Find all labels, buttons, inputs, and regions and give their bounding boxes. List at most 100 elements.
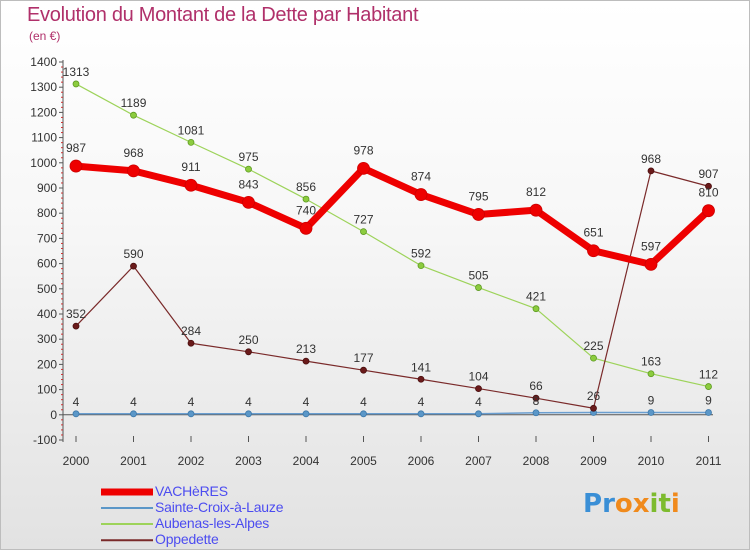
point-oppedette: [475, 385, 482, 392]
y-minor-tick: [61, 207, 63, 209]
y-minor-tick: [61, 91, 63, 93]
data-label-sainte-croix: 4: [188, 395, 195, 409]
data-label-vacheres: 911: [181, 160, 200, 174]
y-tick-label: 1100: [31, 131, 57, 145]
point-aubenas: [647, 370, 655, 378]
point-oppedette: [130, 262, 137, 270]
y-minor-tick: [61, 152, 63, 154]
data-label-sainte-croix: 4: [360, 395, 367, 409]
y-minor-tick: [61, 217, 63, 219]
y-minor-tick: [61, 353, 63, 355]
x-tick-label: 2010: [638, 454, 665, 468]
point-aubenas: [590, 354, 597, 362]
y-tick-label: 1300: [30, 80, 57, 94]
data-label-oppedette: 141: [411, 360, 431, 374]
point-oppedette: [245, 348, 252, 356]
point-aubenas: [187, 138, 195, 146]
y-minor-tick: [61, 434, 63, 436]
point-sainte-croix: [647, 409, 655, 416]
logo-letter: P: [583, 489, 603, 519]
y-minor-tick: [61, 192, 63, 194]
y-minor-tick: [61, 348, 63, 350]
y-minor-tick: [61, 308, 63, 310]
y-tick-label: 100: [37, 383, 57, 397]
point-sainte-croix: [187, 410, 195, 418]
y-minor-tick: [61, 424, 63, 426]
data-label-oppedette: 66: [529, 379, 543, 393]
y-minor-tick: [61, 298, 63, 300]
data-label-sainte-croix: 4: [245, 395, 252, 409]
data-label-vacheres: 597: [641, 239, 661, 253]
y-minor-tick: [61, 278, 63, 280]
y-minor-tick: [61, 368, 63, 370]
y-tick-label: 500: [37, 282, 57, 296]
point-vacheres: [414, 188, 428, 201]
legend-label: Aubenas-les-Alpes: [155, 515, 270, 531]
logo-letter: x: [632, 489, 650, 519]
data-label-aubenas: 856: [296, 180, 316, 194]
point-aubenas: [302, 195, 310, 203]
point-aubenas: [360, 228, 367, 235]
logo-letter: r: [602, 489, 615, 519]
y-tick-label: 900: [37, 181, 57, 195]
y-tick-label: 0: [50, 408, 57, 422]
point-vacheres: [357, 161, 370, 175]
legend-swatch: [101, 507, 153, 509]
point-oppedette: [590, 404, 597, 412]
y-minor-tick: [61, 127, 63, 129]
x-tick-label: 2001: [120, 454, 147, 468]
data-label-oppedette: 968: [641, 152, 661, 166]
point-oppedette: [705, 182, 712, 190]
point-aubenas: [417, 262, 425, 270]
y-minor-tick: [61, 197, 63, 199]
x-tick-label: 2008: [523, 454, 550, 468]
point-aubenas: [245, 165, 252, 173]
data-label-oppedette: 907: [698, 167, 718, 181]
point-vacheres: [127, 164, 140, 178]
logo-letter: t: [658, 489, 671, 519]
y-tick-label: 800: [37, 206, 57, 220]
x-tick-label: 2004: [293, 454, 320, 468]
y-minor-tick: [61, 167, 63, 169]
y-minor-tick: [61, 394, 63, 396]
data-label-oppedette: 177: [353, 351, 373, 365]
legend-swatch: [101, 488, 153, 496]
data-label-sainte-croix: 4: [418, 395, 425, 409]
y-minor-tick: [61, 177, 63, 179]
x-tick-label: 2005: [350, 454, 377, 468]
point-sainte-croix: [130, 410, 137, 418]
y-minor-tick: [61, 71, 63, 73]
data-label-oppedette: 104: [468, 370, 488, 384]
series-line-sainte-croix: [75, 411, 710, 415]
y-minor-tick: [61, 379, 63, 381]
x-tick-label: 2003: [235, 454, 262, 468]
data-label-vacheres: 978: [353, 143, 373, 157]
legend-swatch: [101, 539, 153, 541]
y-minor-tick: [61, 101, 63, 103]
logo-letter: o: [614, 489, 633, 519]
data-label-aubenas: 505: [468, 269, 488, 283]
y-minor-tick: [61, 268, 63, 270]
y-tick-label: 700: [37, 231, 57, 245]
data-label-sainte-croix: 8: [533, 394, 540, 408]
y-minor-tick: [61, 227, 63, 229]
data-label-vacheres: 740: [296, 203, 316, 217]
chart-title: Evolution du Montant de la Dette par Hab…: [27, 4, 419, 26]
y-minor-tick: [61, 409, 63, 411]
data-label-vacheres: 795: [468, 189, 488, 203]
legend-label: Sainte-Croix-à-Lauze: [155, 499, 284, 515]
y-minor-tick: [61, 96, 63, 98]
data-label-oppedette: 590: [123, 247, 143, 261]
x-tick-label: 2000: [63, 454, 90, 468]
point-aubenas: [130, 111, 137, 119]
point-sainte-croix: [475, 410, 482, 418]
point-vacheres: [644, 257, 658, 271]
y-minor-tick: [61, 182, 63, 184]
data-label-sainte-croix: 4: [73, 395, 80, 409]
data-label-aubenas: 225: [583, 339, 603, 353]
y-tick-label: -100: [33, 433, 57, 447]
point-oppedette: [72, 322, 80, 330]
point-oppedette: [532, 394, 540, 402]
point-aubenas: [532, 305, 540, 313]
x-tick-label: 2007: [465, 454, 492, 468]
